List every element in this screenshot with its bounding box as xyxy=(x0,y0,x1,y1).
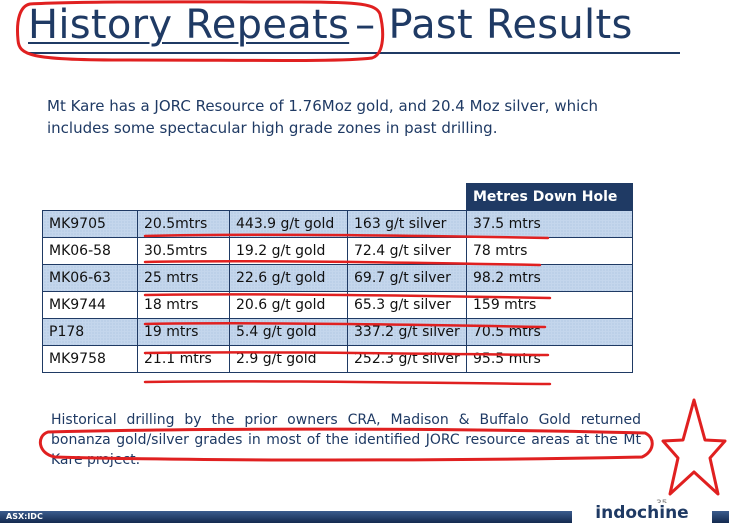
hole-id-cell: MK9758 xyxy=(42,345,138,373)
depth-cell: 78 mtrs xyxy=(466,237,633,265)
title-rule xyxy=(28,52,680,54)
gold-grade-cell: 19.2 g/t gold xyxy=(229,237,348,265)
table-row: MK9744 18 mtrs 20.6 g/t gold 65.3 g/t si… xyxy=(42,291,633,319)
depth-cell: 37.5 mtrs xyxy=(466,210,633,238)
silver-grade-cell: 72.4 g/t silver xyxy=(347,237,467,265)
intro-text: Mt Kare has a JORC Resource of 1.76Moz g… xyxy=(47,97,599,137)
page-title: History Repeats – Past Results xyxy=(28,2,633,48)
silver-grade-cell: 252.3 g/t silver xyxy=(347,345,467,373)
summary-text: Historical drilling by the prior owners … xyxy=(51,412,641,468)
silver-grade-cell: 69.7 g/t silver xyxy=(347,264,467,292)
hole-id-cell: MK9705 xyxy=(42,210,138,238)
depth-cell: 98.2 mtrs xyxy=(466,264,633,292)
silver-grade-cell: 65.3 g/t silver xyxy=(347,291,467,319)
metres-down-hole-header: Metres Down Hole xyxy=(466,183,633,211)
table-row: MK06-63 25 mtrs 22.6 g/t gold 69.7 g/t s… xyxy=(42,264,633,292)
interval-cell: 20.5mtrs xyxy=(137,210,230,238)
star-icon xyxy=(661,398,727,496)
title-main: History Repeats xyxy=(28,2,350,48)
table-row: MK06-58 30.5mtrs 19.2 g/t gold 72.4 g/t … xyxy=(42,237,633,265)
company-logo: indochine xyxy=(572,503,712,523)
gold-grade-cell: 5.4 g/t gold xyxy=(229,318,348,346)
depth-cell: 159 mtrs xyxy=(466,291,633,319)
table-row: MK9705 20.5mtrs 443.9 g/t gold 163 g/t s… xyxy=(42,210,633,238)
gold-grade-cell: 2.9 g/t gold xyxy=(229,345,348,373)
interval-cell: 19 mtrs xyxy=(137,318,230,346)
title-sub: – Past Results xyxy=(355,2,633,48)
interval-cell: 30.5mtrs xyxy=(137,237,230,265)
interval-cell: 18 mtrs xyxy=(137,291,230,319)
hole-id-cell: MK06-58 xyxy=(42,237,138,265)
interval-cell: 21.1 mtrs xyxy=(137,345,230,373)
table-row: P178 19 mtrs 5.4 g/t gold 337.2 g/t silv… xyxy=(42,318,633,346)
hole-id-cell: MK9744 xyxy=(42,291,138,319)
gold-grade-cell: 22.6 g/t gold xyxy=(229,264,348,292)
footer-ticker: ASX:IDC xyxy=(6,512,43,521)
gold-grade-cell: 443.9 g/t gold xyxy=(229,210,348,238)
table-row: MK9758 21.1 mtrs 2.9 g/t gold 252.3 g/t … xyxy=(42,345,633,373)
table-header-row: Metres Down Hole xyxy=(43,183,633,211)
silver-grade-cell: 337.2 g/t silver xyxy=(347,318,467,346)
footer-bar xyxy=(0,511,729,523)
depth-cell: 95.5 mtrs xyxy=(466,345,633,373)
hole-id-cell: MK06-63 xyxy=(42,264,138,292)
interval-cell: 25 mtrs xyxy=(137,264,230,292)
hole-id-cell: P178 xyxy=(42,318,138,346)
silver-grade-cell: 163 g/t silver xyxy=(347,210,467,238)
depth-cell: 70.5 mtrs xyxy=(466,318,633,346)
underline-mark xyxy=(143,380,552,386)
gold-grade-cell: 20.6 g/t gold xyxy=(229,291,348,319)
drill-results-table: Metres Down Hole MK9705 20.5mtrs 443.9 g… xyxy=(42,183,633,373)
